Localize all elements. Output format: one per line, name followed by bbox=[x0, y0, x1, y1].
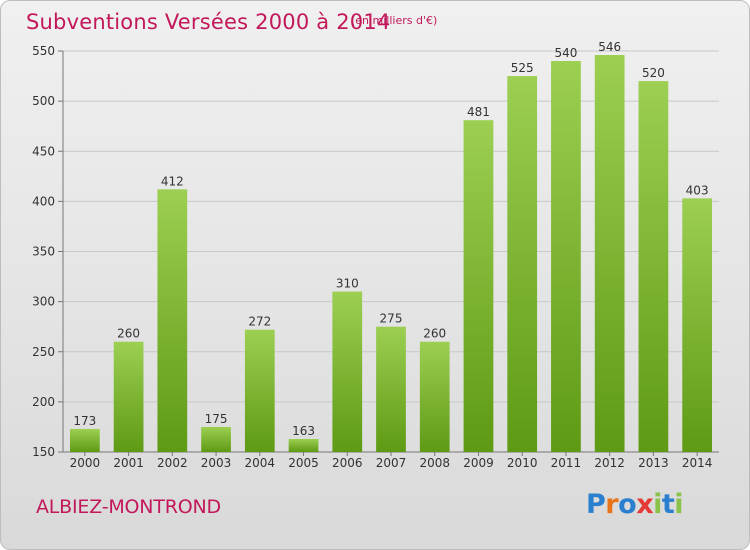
y-tick-label: 150 bbox=[32, 445, 55, 459]
bar-2010 bbox=[507, 76, 538, 452]
y-tick-label: 250 bbox=[32, 345, 55, 359]
data-label: 275 bbox=[380, 312, 403, 326]
commune-name: ALBIEZ-MONTROND bbox=[36, 496, 221, 518]
x-tick-label: 2011 bbox=[551, 456, 582, 470]
bar-2003 bbox=[201, 426, 231, 452]
x-tick-label: 2006 bbox=[332, 456, 363, 470]
bar-2000 bbox=[69, 428, 100, 452]
x-tick-label: 2001 bbox=[113, 456, 144, 470]
data-label: 310 bbox=[336, 277, 359, 291]
bar-2012 bbox=[594, 55, 625, 452]
bar-2008 bbox=[419, 341, 450, 452]
y-tick-label: 400 bbox=[32, 194, 55, 208]
bar-2013 bbox=[638, 81, 669, 452]
bar-2005 bbox=[288, 438, 319, 452]
proxiti-logo: Proxiti bbox=[586, 489, 684, 520]
y-tick-label: 200 bbox=[32, 395, 55, 409]
data-label: 260 bbox=[423, 327, 446, 341]
bar-2011 bbox=[551, 61, 581, 453]
data-label: 525 bbox=[511, 61, 534, 75]
x-tick-label: 2002 bbox=[157, 456, 188, 470]
data-label: 272 bbox=[248, 315, 271, 329]
y-tick-label: 300 bbox=[32, 295, 55, 309]
x-tick-label: 2003 bbox=[201, 456, 232, 470]
y-tick-label: 350 bbox=[32, 245, 55, 259]
y-tick-label: 500 bbox=[32, 94, 55, 108]
bar-2007 bbox=[376, 326, 406, 452]
bar-2004 bbox=[244, 329, 275, 452]
x-tick-label: 2009 bbox=[463, 456, 494, 470]
data-label: 173 bbox=[73, 414, 96, 428]
y-tick-label: 550 bbox=[32, 44, 55, 58]
x-tick-label: 2004 bbox=[245, 456, 276, 470]
bar-2014 bbox=[682, 198, 713, 452]
y-tick-label: 450 bbox=[32, 144, 55, 158]
data-label: 260 bbox=[117, 327, 140, 341]
data-label: 520 bbox=[642, 66, 665, 80]
chart-title: Subventions Versées 2000 à 2014 bbox=[26, 10, 391, 34]
x-tick-label: 2008 bbox=[419, 456, 450, 470]
bar-2009 bbox=[463, 120, 494, 453]
x-tick-label: 2005 bbox=[288, 456, 319, 470]
data-label: 546 bbox=[598, 40, 621, 54]
bar-2001 bbox=[113, 341, 144, 452]
x-tick-label: 2014 bbox=[682, 456, 713, 470]
data-label: 163 bbox=[292, 424, 315, 438]
x-tick-label: 2010 bbox=[507, 456, 538, 470]
data-label: 175 bbox=[205, 412, 228, 426]
x-tick-label: 2000 bbox=[70, 456, 101, 470]
data-label: 412 bbox=[161, 174, 184, 188]
x-tick-label: 2013 bbox=[638, 456, 669, 470]
data-label: 403 bbox=[686, 183, 709, 197]
x-tick-label: 2007 bbox=[376, 456, 407, 470]
bar-2006 bbox=[332, 291, 363, 452]
chart-subtitle: (en milliers d'€) bbox=[351, 14, 438, 27]
x-tick-label: 2012 bbox=[594, 456, 625, 470]
bar-2002 bbox=[157, 189, 188, 452]
data-label: 481 bbox=[467, 105, 490, 119]
data-label: 540 bbox=[554, 46, 577, 60]
